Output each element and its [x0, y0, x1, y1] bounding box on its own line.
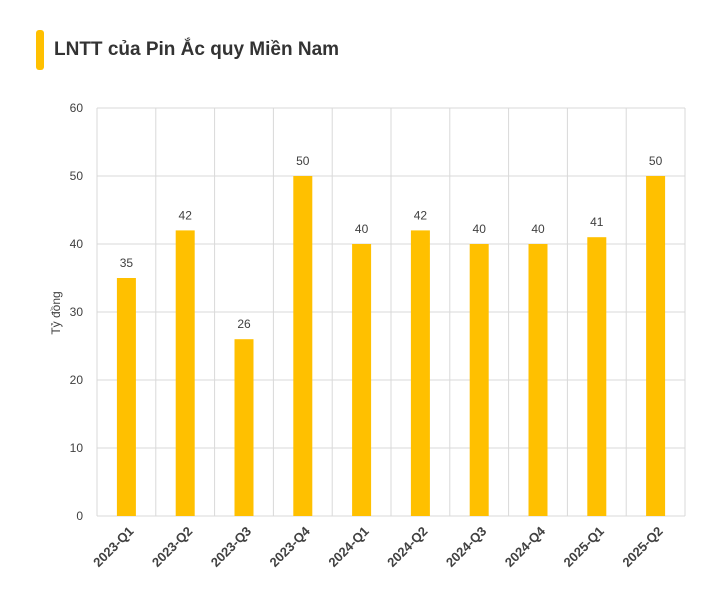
data-label: 42 [179, 208, 193, 222]
bar [352, 244, 372, 516]
x-tick-label: 2024-Q2 [384, 524, 430, 570]
y-tick-label: 40 [70, 237, 84, 251]
y-tick-label: 30 [70, 305, 84, 319]
y-tick-label: 20 [70, 373, 84, 387]
bar [410, 230, 430, 516]
data-label: 50 [649, 154, 663, 168]
data-label: 40 [473, 222, 487, 236]
bar [234, 339, 254, 516]
data-labels: 35 42 26 50 40 42 40 40 41 50 [120, 154, 663, 331]
bar [528, 244, 548, 516]
data-label: 40 [531, 222, 545, 236]
bar [587, 237, 607, 516]
x-tick-label: 2025-Q1 [561, 524, 607, 570]
x-axis-ticks: 2023-Q1 2023-Q2 2023-Q3 2023-Q4 2024-Q1 2024-… [90, 523, 666, 570]
bar [469, 244, 489, 516]
data-label: 41 [590, 215, 604, 229]
bar [175, 230, 195, 516]
bars [116, 176, 666, 516]
bar [646, 176, 666, 516]
x-tick-label: 2023-Q3 [208, 524, 254, 570]
y-tick-label: 10 [70, 441, 84, 455]
data-label: 42 [414, 208, 428, 222]
y-tick-label: 50 [70, 169, 84, 183]
data-label: 50 [296, 154, 310, 168]
y-tick-label: 60 [70, 101, 84, 115]
y-axis-ticks: 0 10 20 30 40 50 60 [70, 101, 84, 523]
bar [116, 278, 136, 516]
x-tick-label: 2023-Q1 [90, 524, 136, 570]
data-label: 35 [120, 256, 134, 270]
x-tick-label: 2023-Q4 [267, 523, 314, 570]
chart-title: LNTT của Pin Ắc quy Miền Nam [54, 39, 340, 60]
y-axis-label: Tỷ đồng [49, 291, 63, 334]
data-label: 40 [355, 222, 369, 236]
gridlines [96, 107, 686, 517]
data-label: 26 [237, 317, 251, 331]
title-accent-bar [36, 30, 44, 70]
x-tick-label: 2024-Q4 [502, 523, 549, 570]
x-tick-label: 2024-Q3 [443, 524, 489, 570]
x-tick-label: 2024-Q1 [325, 524, 371, 570]
x-tick-label: 2023-Q2 [149, 524, 195, 570]
chart-title-group: LNTT của Pin Ắc quy Miền Nam [36, 30, 339, 70]
x-tick-label: 2025-Q2 [619, 524, 665, 570]
bar [293, 176, 313, 516]
y-tick-label: 0 [76, 509, 83, 523]
